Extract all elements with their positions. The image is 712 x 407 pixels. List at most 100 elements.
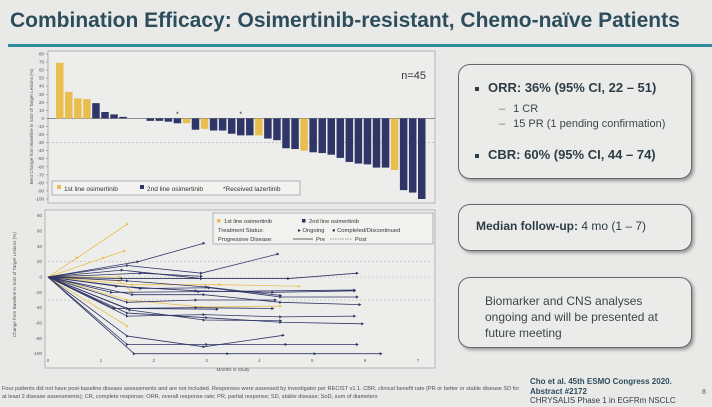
bar — [291, 118, 299, 150]
x-tick-label: 5 — [311, 358, 314, 363]
legend-second-line: 2nd line osimertinib — [309, 219, 359, 225]
bar — [372, 118, 381, 168]
ongoing-marker — [279, 295, 283, 299]
legend-swatch-first — [57, 185, 61, 189]
citation-line2: CHRYSALIS Phase 1 in EGFRm NSCLC — [530, 396, 676, 405]
ongoing-marker — [131, 283, 135, 287]
x-tick-label: 4 — [258, 358, 261, 363]
y-tick-label: 50 — [39, 76, 45, 81]
legend-swatch-second — [140, 185, 144, 189]
bar — [146, 118, 154, 121]
cbr-text: CBR: 60% (95% CI, 44 – 74) — [488, 147, 656, 162]
ongoing-marker — [271, 306, 275, 311]
lazertinib-star: * — [176, 111, 179, 118]
bar — [83, 99, 91, 119]
y-tick-label: -80 — [37, 180, 44, 185]
patient-line — [47, 276, 128, 327]
ongoing-marker — [358, 303, 362, 307]
y-axis-label: Best Change from Baseline in SoD of Targ… — [29, 68, 34, 184]
cr-text: 1 CR — [513, 103, 539, 115]
bar — [264, 118, 272, 139]
bar — [327, 118, 335, 155]
y-tick-label: 20 — [37, 259, 43, 264]
legend-swatch-first — [217, 219, 221, 223]
y-tick-label: 10 — [39, 108, 45, 113]
y-tick-label: 0 — [39, 275, 42, 280]
bar — [354, 118, 363, 164]
y-tick-label: -60 — [37, 164, 44, 169]
ongoing-marker — [287, 276, 291, 281]
ongoing-marker — [125, 298, 129, 302]
median-label: Median follow-up: — [476, 219, 578, 233]
bar — [300, 118, 308, 151]
ongoing-marker — [279, 304, 283, 308]
legend-second-line: 2nd line osimertinib — [147, 186, 203, 193]
patient-line — [47, 276, 281, 308]
ongoing-marker — [110, 290, 114, 294]
bar — [173, 118, 182, 124]
y-tick-label: -20 — [37, 132, 44, 137]
bar — [381, 118, 390, 168]
bar — [318, 118, 326, 154]
bar — [246, 118, 254, 136]
ongoing-marker — [202, 293, 206, 297]
legend-ongoing: ▸ Ongoing — [298, 228, 324, 234]
patient-line — [47, 272, 358, 279]
legend-box — [212, 212, 434, 245]
bar — [218, 118, 227, 131]
y-tick-label: 80 — [37, 213, 43, 218]
ongoing-marker — [361, 322, 365, 326]
slide-title: Combination Efficacy: Osimertinib-resist… — [10, 9, 680, 32]
ongoing-marker — [202, 313, 206, 317]
lazertinib-star: * — [239, 111, 242, 118]
bar — [65, 91, 73, 119]
ongoing-marker — [131, 293, 135, 297]
ongoing-marker — [281, 333, 285, 337]
bar — [282, 118, 290, 149]
ongoing-marker — [202, 241, 206, 245]
bar — [227, 118, 236, 134]
bar — [56, 62, 64, 119]
legend-post: Post — [355, 237, 367, 243]
ongoing-marker — [199, 274, 203, 278]
legend-pre: Pre — [316, 237, 325, 243]
x-tick-label: 6 — [364, 358, 367, 363]
ongoing-marker — [215, 307, 219, 311]
x-axis-label: Months in Study — [217, 367, 251, 372]
bar — [200, 118, 209, 129]
patient-line — [47, 276, 273, 309]
ongoing-marker — [125, 342, 129, 347]
ongoing-marker — [297, 284, 301, 288]
y-axis-label: Change from Baseline in SoD of Target Le… — [12, 232, 17, 338]
x-tick-label: 3 — [205, 358, 208, 363]
waterfall-chart: 80 70 60 50 40 30 20 10 0 -10 -20 -30 -40 -50 -60 -70 -8… — [29, 50, 436, 204]
orr-text: ORR: 36% (95% CI, 22 – 51) — [488, 80, 657, 95]
y-tick-label: -40 — [35, 305, 42, 310]
bar — [209, 118, 218, 131]
y-tick-label: -100 — [35, 197, 45, 202]
ongoing-marker — [279, 315, 283, 319]
legend-lazertinib: *Received lazertinib — [223, 186, 281, 193]
ongoing-marker — [139, 271, 143, 275]
patient-line — [47, 253, 279, 278]
pr-text: 15 PR (1 pending confirmation) — [513, 118, 666, 130]
ongoing-marker — [279, 300, 283, 304]
y-tick-label: -50 — [37, 156, 44, 161]
biomarker-box: Biomarker and CNS analyses ongoing and w… — [458, 277, 692, 348]
ongoing-marker — [125, 263, 129, 268]
orr-bullet: ORR: 36% (95% CI, 22 – 51) — [475, 80, 656, 95]
ongoing-marker — [313, 352, 317, 356]
ongoing-marker — [379, 352, 383, 356]
ongoing-marker — [218, 283, 222, 287]
y-tick-label: -10 — [37, 124, 44, 129]
bar — [363, 118, 372, 165]
page-number: 8 — [702, 389, 706, 396]
y-tick-label: 20 — [39, 100, 45, 105]
ongoing-marker — [125, 324, 129, 328]
ongoing-marker — [120, 276, 124, 281]
bar — [191, 118, 200, 130]
ongoing-marker — [120, 268, 124, 272]
y-tick-label: -20 — [35, 290, 42, 295]
legend-first-line: 1st line osimertinib — [64, 186, 118, 193]
ongoing-marker — [202, 345, 206, 349]
